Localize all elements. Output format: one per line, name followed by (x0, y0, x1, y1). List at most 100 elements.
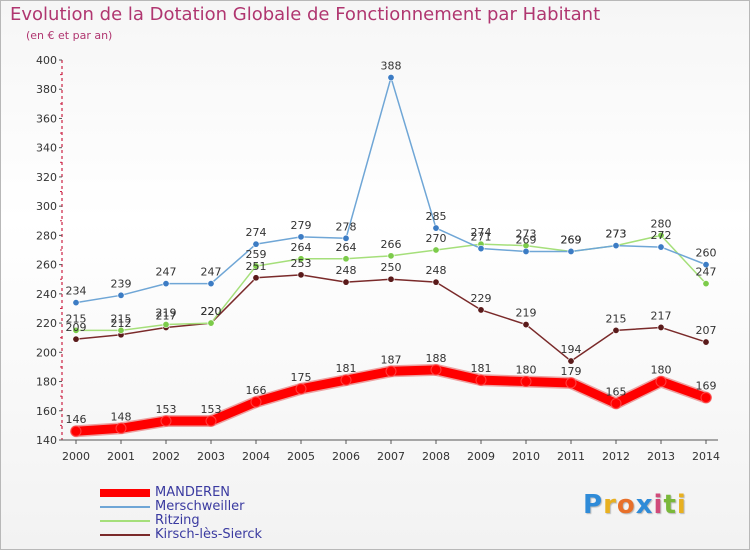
data-label: 266 (381, 238, 402, 251)
data-point (657, 323, 665, 331)
y-tick-label: 240 (36, 288, 57, 301)
data-point (117, 326, 125, 334)
x-tick-label: 2001 (107, 450, 135, 463)
data-point (702, 261, 710, 269)
data-point (250, 396, 262, 408)
x-tick-label: 2014 (692, 450, 720, 463)
data-point (700, 392, 712, 404)
data-label: 259 (246, 248, 267, 261)
data-label: 269 (516, 233, 537, 246)
x-tick-label: 2007 (377, 450, 405, 463)
data-label: 279 (291, 219, 312, 232)
data-label: 273 (516, 228, 537, 241)
data-label: 187 (381, 353, 402, 366)
data-label: 250 (381, 261, 402, 274)
data-label: 270 (426, 232, 447, 245)
data-point (612, 326, 620, 334)
legend-swatch-manderen (100, 489, 150, 497)
data-point (162, 321, 170, 329)
data-point (295, 383, 307, 395)
legend-label-ritzing: Ritzing (155, 513, 200, 528)
data-label: 251 (246, 260, 267, 273)
data-label: 215 (111, 312, 132, 325)
data-label: 273 (606, 228, 627, 241)
y-tick-label: 300 (36, 200, 57, 213)
data-label: 247 (696, 266, 717, 279)
y-tick-label: 360 (36, 112, 57, 125)
data-point (342, 278, 350, 286)
legend-swatch-kirsch (100, 534, 150, 536)
data-label: 181 (336, 362, 357, 375)
x-tick-label: 2012 (602, 450, 630, 463)
y-tick-label: 400 (36, 54, 57, 67)
data-label: 215 (66, 312, 87, 325)
data-point (387, 252, 395, 260)
data-label: 278 (336, 220, 357, 233)
data-label: 264 (336, 241, 357, 254)
x-tick-label: 2010 (512, 450, 540, 463)
data-point (387, 74, 395, 82)
data-label: 180 (651, 364, 672, 377)
data-label: 272 (651, 229, 672, 242)
data-labels: 209 212 217 220 251 253 248 250 248 229 219 194 215 2… (66, 60, 717, 427)
data-point (520, 376, 532, 388)
legend-swatch-ritzing (100, 520, 150, 522)
x-tick-label: 2008 (422, 450, 450, 463)
x-tick-label: 2002 (152, 450, 180, 463)
x-tick-label: 2009 (467, 450, 495, 463)
data-label: 209 (66, 321, 87, 334)
legend-swatch-merschweiller (100, 506, 150, 508)
data-point (565, 377, 577, 389)
data-label: 217 (651, 309, 672, 322)
data-label: 180 (516, 364, 537, 377)
data-point (72, 326, 80, 334)
data-point (657, 231, 665, 239)
data-label: 153 (156, 403, 177, 416)
data-point (117, 291, 125, 299)
data-label: 388 (381, 60, 402, 73)
data-point (610, 397, 622, 409)
data-point (432, 278, 440, 286)
data-point (567, 247, 575, 255)
data-point (385, 365, 397, 377)
legend-label-merschweiller: Merschweiller (155, 499, 245, 514)
logo-letter: r (603, 490, 617, 520)
y-tick-label: 380 (36, 83, 57, 96)
data-point (70, 425, 82, 437)
chart-subtitle: (en € et par an) (26, 29, 113, 42)
data-point (252, 274, 260, 282)
logo-letter: i (653, 490, 664, 520)
y-tick-label: 160 (36, 405, 57, 418)
data-label: 166 (246, 384, 267, 397)
data-point (252, 262, 260, 270)
data-label: 248 (426, 264, 447, 277)
data-point (430, 364, 442, 376)
data-label: 285 (426, 210, 447, 223)
data-label: 165 (606, 385, 627, 398)
data-point (162, 280, 170, 288)
data-label: 148 (111, 410, 132, 423)
data-point (477, 245, 485, 253)
legend-label-manderen: MANDEREN (155, 485, 231, 500)
y-tick-label: 320 (36, 171, 57, 184)
logo-letter: x (635, 490, 654, 520)
data-point (297, 271, 305, 279)
data-point (387, 275, 395, 283)
data-label: 194 (561, 343, 582, 356)
data-label: 146 (66, 413, 87, 426)
data-label: 153 (201, 403, 222, 416)
x-tick-label: 2000 (62, 450, 90, 463)
data-label: 280 (651, 217, 672, 230)
data-label: 253 (291, 257, 312, 270)
x-tick-label: 2006 (332, 450, 360, 463)
data-label: 269 (561, 233, 582, 246)
data-label: 234 (66, 285, 87, 298)
y-tick-label: 180 (36, 376, 57, 389)
data-point (207, 319, 215, 327)
data-point (160, 415, 172, 427)
data-point (205, 415, 217, 427)
data-label: 220 (201, 305, 222, 318)
data-label: 179 (561, 365, 582, 378)
data-label: 219 (516, 307, 537, 320)
